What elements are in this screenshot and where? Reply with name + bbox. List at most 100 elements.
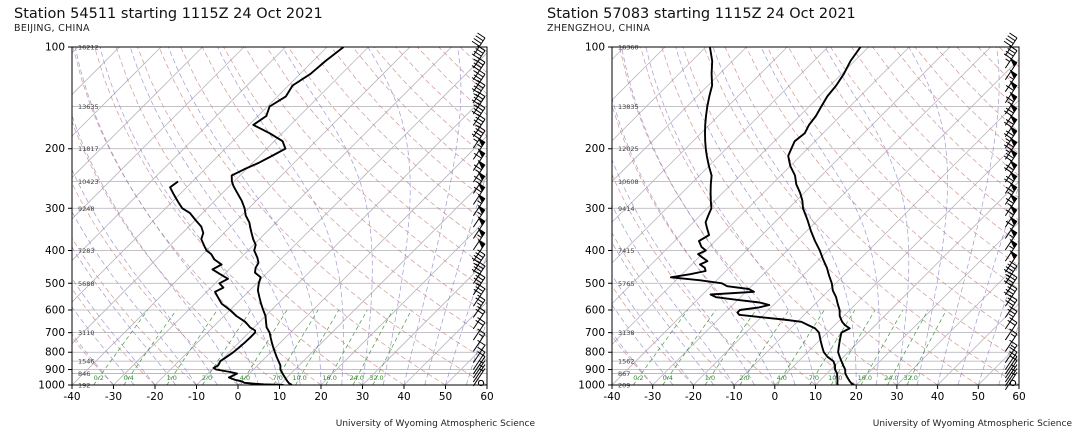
height-label: 7415: [618, 247, 635, 255]
pressure-tick-label: 300: [585, 203, 605, 215]
isotherm-line: [72, 47, 203, 179]
temperature-tick-label: 10: [273, 391, 286, 403]
mixing-ratio-label: 10.0: [828, 374, 842, 382]
temperature-tick-label: 50: [972, 391, 985, 403]
mixing-ratio-line: [352, 309, 394, 385]
mixing-ratio-label: 32.0: [369, 374, 383, 382]
wind-barb: [472, 360, 486, 379]
temperature-tick-label: 40: [931, 391, 944, 403]
isotherm-line: [72, 47, 162, 137]
pressure-tick-label: 200: [45, 143, 65, 155]
wind-barb: [472, 368, 486, 387]
dry-adiabat-line: [766, 47, 1019, 313]
isotherm-line: [72, 47, 328, 303]
temperature-tick-label: 40: [397, 391, 410, 403]
moist-adiabat-line: [72, 168, 218, 385]
dry-adiabat-line: [180, 47, 487, 362]
pressure-tick-label: 100: [45, 42, 65, 54]
dry-adiabat-line: [287, 47, 487, 246]
isotherm-line: [1018, 384, 1019, 385]
right-chart-header: Station 57083 starting 1115Z 24 Oct 2021…: [547, 6, 856, 34]
temperature-tick-label: 0: [771, 391, 778, 403]
wind-barb: [472, 238, 486, 262]
dry-adiabat-line: [266, 47, 487, 268]
mixing-ratio-label: 32.0: [903, 374, 917, 382]
wind-barb: [1003, 283, 1018, 307]
mixing-ratio-line: [887, 309, 929, 385]
wind-barb: [471, 68, 486, 92]
mixing-ratio-label: 24.0: [349, 374, 363, 382]
moist-adiabat-line: [908, 47, 948, 385]
mixing-ratio-label: 7.0: [273, 374, 283, 382]
dry-adiabat-line: [72, 336, 114, 385]
mixing-ratio-label: 2.0: [739, 374, 749, 382]
mixing-ratio-line: [830, 309, 876, 385]
isotherm-line: [279, 176, 487, 385]
wind-barb: [472, 339, 486, 363]
mixing-ratio-line: [662, 309, 717, 385]
dry-adiabat-line: [1063, 47, 1080, 385]
mixing-ratio-label: 2.0: [202, 374, 212, 382]
dry-adiabat-line: [568, 47, 1080, 385]
height-label: 13835: [618, 103, 639, 111]
temperature-tick-label: 0: [235, 391, 242, 403]
dewpoint-trace: [669, 47, 839, 385]
wind-barb: [1004, 305, 1018, 330]
height-label: 5688: [78, 280, 95, 288]
moist-adiabat-line: [74, 47, 260, 385]
dry-adiabat-line: [640, 47, 898, 385]
mixing-ratio-line: [202, 309, 252, 385]
moist-adiabat-line: [72, 246, 177, 385]
isotherm-line: [612, 47, 747, 183]
height-label: 3138: [618, 329, 635, 337]
dry-adiabat-line: [1041, 47, 1080, 385]
mixing-ratio-label: 1.0: [167, 374, 177, 382]
dry-adiabat-line: [158, 47, 487, 385]
dry-adiabat-line: [72, 237, 197, 385]
height-label: 13635: [78, 103, 99, 111]
height-label: 10423: [78, 178, 99, 186]
moist-adiabat-line: [645, 47, 816, 385]
wind-barb: [471, 260, 486, 284]
isotherm-line: [612, 47, 869, 305]
right-chart-subtitle: ZHENGZHOU, CHINA: [547, 23, 651, 34]
isotherm-line: [733, 99, 1019, 385]
isotherm-line: [896, 262, 1019, 385]
moist-adiabat-line: [612, 96, 776, 385]
mixing-ratio-line: [906, 309, 947, 385]
mixing-ratio-label: 0.2: [94, 374, 104, 382]
temperature-tick-label: -10: [726, 391, 743, 403]
temperature-trace: [230, 47, 345, 385]
dry-adiabat-line: [223, 47, 487, 314]
pressure-tick-label: 600: [45, 305, 65, 317]
isotherm-line: [612, 47, 666, 101]
plot-border: [71, 46, 488, 386]
isotherm-line: [815, 180, 1019, 385]
moist-adiabat-line: [424, 170, 487, 385]
moist-adiabat-line: [937, 47, 1000, 385]
mixing-ratio-label: 1.0: [705, 374, 715, 382]
temperature-tick-label: 50: [439, 391, 452, 403]
dry-adiabat-line: [809, 47, 1019, 267]
moist-adiabat-line: [977, 260, 1019, 385]
mixing-ratio-line: [704, 309, 757, 385]
mixing-ratio-label: 0.4: [124, 374, 134, 382]
moist-adiabat-line: [72, 114, 239, 385]
temperature-tick-label: -30: [644, 391, 661, 403]
mixing-ratio-line: [166, 309, 218, 385]
temperature-tick-label: 30: [890, 391, 903, 403]
height-label: 1546: [78, 358, 95, 366]
temperature-tick-label: 20: [850, 391, 863, 403]
dry-adiabat-line: [745, 47, 1019, 337]
pressure-tick-label: 500: [585, 278, 605, 290]
temperature-tick-label: 20: [314, 391, 327, 403]
calm-wind-icon: [477, 379, 485, 387]
temperature-tick-label: 10: [809, 391, 822, 403]
dry-adiabat-line: [977, 47, 1019, 89]
dry-adiabat-line: [619, 47, 857, 385]
isotherm-line: [72, 47, 245, 220]
mixing-ratio-label: 0.4: [663, 374, 673, 382]
moist-adiabat-line: [129, 47, 301, 385]
moist-adiabat-line: [712, 47, 857, 385]
